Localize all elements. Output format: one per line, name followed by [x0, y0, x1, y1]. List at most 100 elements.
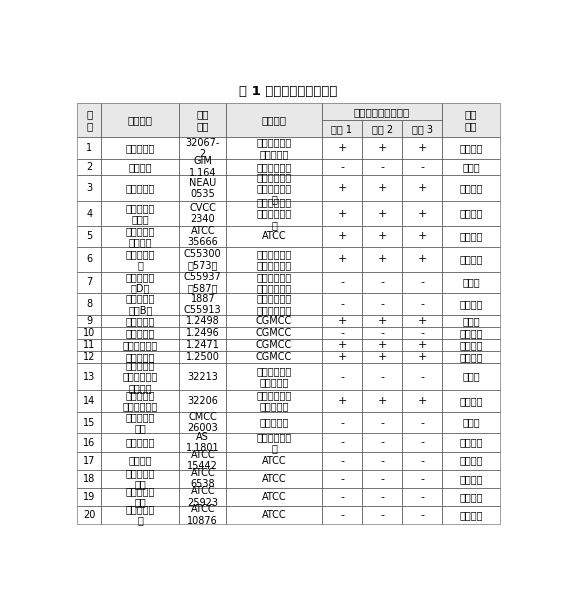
Bar [322, 339, 362, 351]
Text: 马腺疫链球
菌: 马腺疫链球 菌 [126, 249, 155, 270]
Text: 不溶血: 不溶血 [462, 372, 480, 382]
Bar [226, 294, 322, 315]
Text: +: + [418, 144, 427, 153]
Bar [443, 351, 500, 364]
Text: 1.2496: 1.2496 [186, 328, 220, 338]
Text: -: - [420, 417, 424, 428]
Bar [402, 327, 443, 339]
Text: 32067-
2: 32067- 2 [186, 138, 220, 159]
Text: 1887
C55913: 1887 C55913 [184, 294, 222, 315]
Text: +: + [418, 340, 427, 350]
Bar [226, 364, 322, 390]
Bar [362, 294, 402, 315]
Bar [77, 225, 101, 247]
Text: 11: 11 [83, 340, 95, 350]
Text: 菌种
编号: 菌种 编号 [196, 110, 209, 131]
Text: -: - [420, 474, 424, 484]
Text: -: - [380, 328, 384, 338]
Text: CGMCC: CGMCC [256, 328, 292, 338]
Bar [322, 506, 362, 524]
Bar [101, 433, 180, 452]
Bar [443, 247, 500, 272]
Bar [226, 351, 322, 364]
Bar [77, 247, 101, 272]
Bar [101, 351, 180, 364]
Bar [77, 488, 101, 506]
Text: ATCC
15442: ATCC 15442 [187, 450, 218, 471]
Text: C55300
（573）: C55300 （573） [184, 249, 222, 270]
Text: 国家兽医微生
物菌种保藏中
心: 国家兽医微生 物菌种保藏中 心 [256, 197, 292, 229]
Bar [322, 247, 362, 272]
Text: +: + [377, 209, 387, 218]
Bar [443, 138, 500, 159]
Bar [77, 315, 101, 327]
Bar [322, 315, 362, 327]
Text: 乙型溶血: 乙型溶血 [459, 144, 483, 153]
Bar [402, 470, 443, 488]
Bar [402, 452, 443, 470]
Bar [443, 470, 500, 488]
Text: +: + [418, 209, 427, 218]
Bar [402, 351, 443, 364]
Text: CMCC
26003: CMCC 26003 [187, 412, 218, 433]
Bar [226, 470, 322, 488]
Text: 32206: 32206 [187, 396, 218, 406]
Text: +: + [337, 396, 347, 406]
Bar [180, 390, 226, 412]
Text: ATCC: ATCC [262, 510, 287, 520]
Bar [443, 272, 500, 294]
Bar [101, 294, 180, 315]
Bar [402, 202, 443, 225]
Bar [402, 120, 443, 138]
Bar [443, 339, 500, 351]
Bar [322, 390, 362, 412]
Text: 13: 13 [83, 372, 95, 382]
Bar [226, 175, 322, 202]
Text: 牛链球菌兰
氏D群: 牛链球菌兰 氏D群 [126, 272, 155, 293]
Text: -: - [420, 372, 424, 382]
Bar [180, 339, 226, 351]
Bar [226, 202, 322, 225]
Text: +: + [418, 316, 427, 326]
Bar [101, 315, 180, 327]
Text: -: - [420, 455, 424, 466]
Text: -: - [380, 455, 384, 466]
Text: +: + [337, 340, 347, 350]
Text: +: + [337, 316, 347, 326]
Text: 绿脓杆菌: 绿脓杆菌 [129, 455, 152, 466]
Bar [77, 470, 101, 488]
Bar [322, 175, 362, 202]
Text: 10: 10 [83, 328, 95, 338]
Bar [362, 159, 402, 175]
Text: +: + [337, 144, 347, 153]
Bar [362, 452, 402, 470]
Bar [77, 175, 101, 202]
Text: +: + [337, 231, 347, 241]
Bar [362, 225, 402, 247]
Text: 15: 15 [83, 417, 95, 428]
Text: 中国兽医药品
监察所菌种室: 中国兽医药品 监察所菌种室 [256, 249, 292, 270]
Bar [226, 433, 322, 452]
Text: 不溶血: 不溶血 [462, 417, 480, 428]
Text: 不溶血: 不溶血 [462, 162, 480, 172]
Bar [402, 272, 443, 294]
Bar [443, 103, 500, 138]
Text: -: - [380, 278, 384, 288]
Bar [101, 470, 180, 488]
Text: 蜡样芽孢杆
菌: 蜡样芽孢杆 菌 [126, 505, 155, 525]
Bar [180, 351, 226, 364]
Text: 中国药品生物
制品检定所: 中国药品生物 制品检定所 [256, 390, 292, 412]
Bar [322, 452, 362, 470]
Text: 甲型溶血: 甲型溶血 [459, 396, 483, 406]
Text: 乙型溶血: 乙型溶血 [459, 254, 483, 264]
Bar [322, 433, 362, 452]
Bar [443, 390, 500, 412]
Text: 金黄色葡萄
球菌: 金黄色葡萄 球菌 [126, 412, 155, 433]
Text: 广东微生物所: 广东微生物所 [256, 162, 292, 172]
Bar [77, 103, 101, 138]
Text: 金黄色葡萄
球菌: 金黄色葡萄 球菌 [126, 468, 155, 489]
Text: 金黄色葡萄
球菌: 金黄色葡萄 球菌 [126, 486, 155, 508]
Text: 中国药品生物
制品检定所: 中国药品生物 制品检定所 [256, 138, 292, 159]
Bar [362, 506, 402, 524]
Bar [77, 390, 101, 412]
